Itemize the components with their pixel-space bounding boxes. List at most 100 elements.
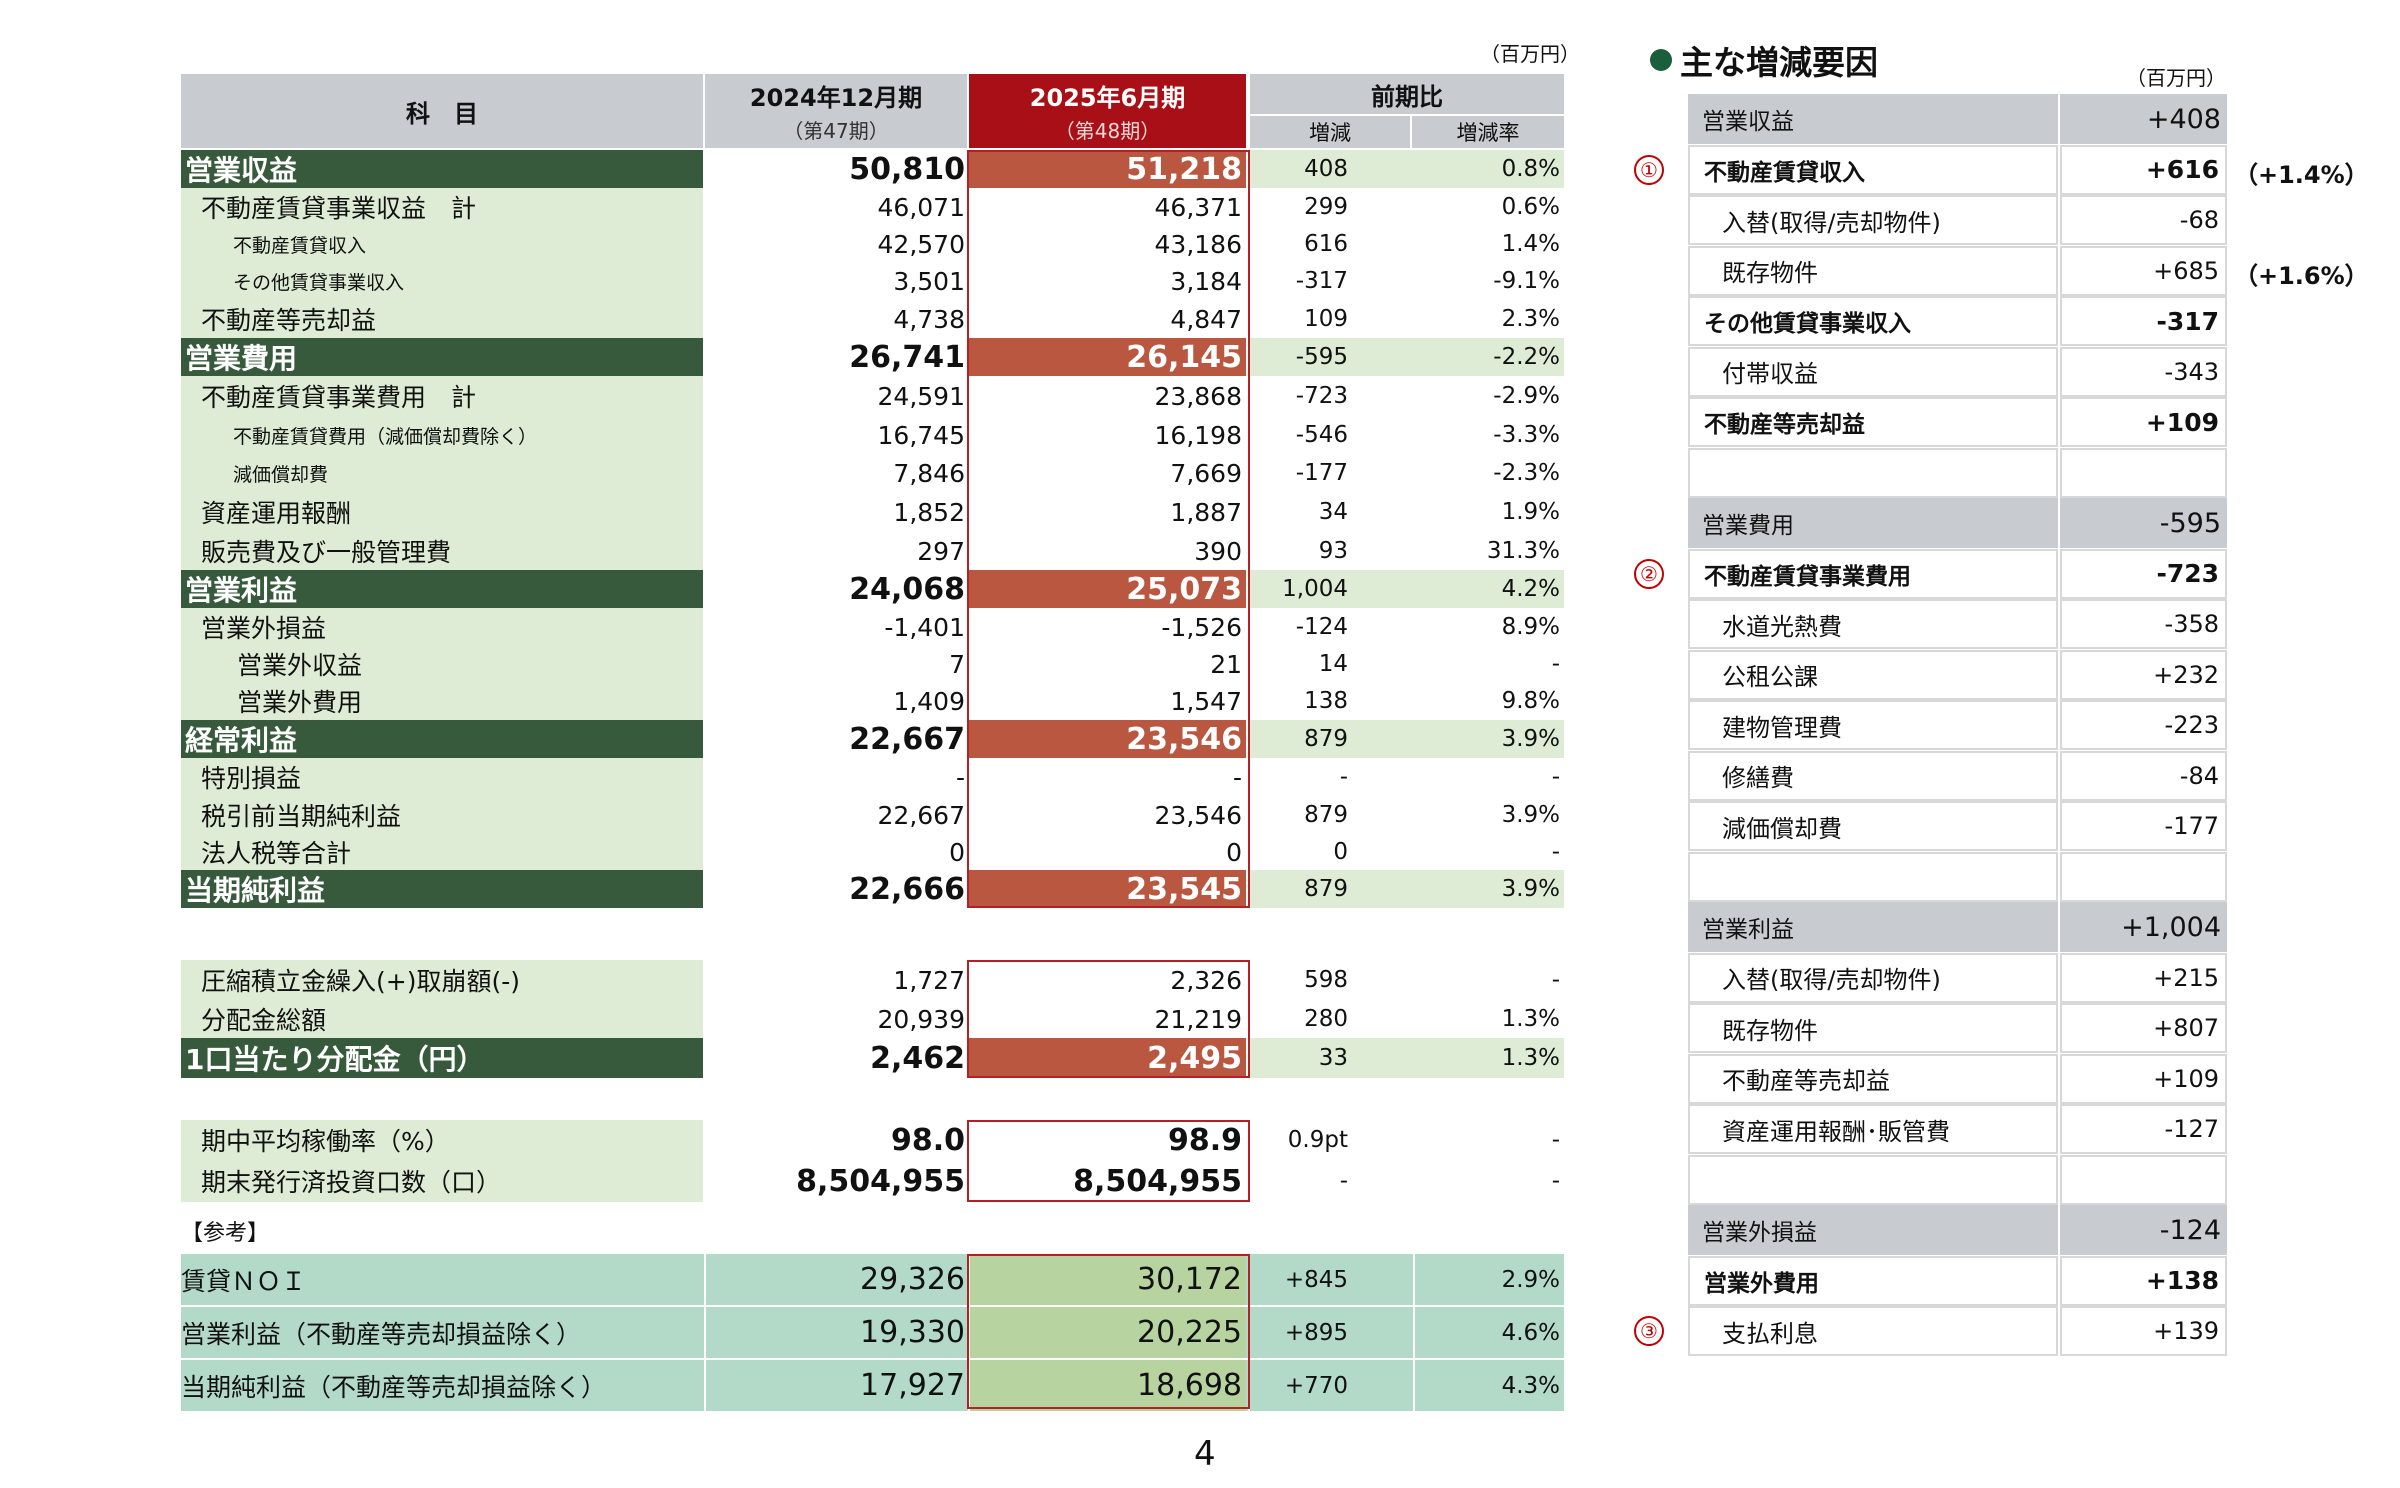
row-label: 不動産賃貸費用（減価償却費除く） [181,416,703,454]
row-label: 資産運用報酬 [181,492,703,532]
value-curr: 4,847 [1170,304,1242,334]
value-curr: 2,495 [969,1038,1246,1078]
table-row: 期末発行済投資口数（口） 8,504,955 8,504,955 - - [181,1160,1564,1202]
factor-row: 既存物件 +685 [1688,245,2227,296]
factor-value: -343 [2060,346,2227,397]
row-label: 不動産等売却益 [181,300,703,338]
table-row: 販売費及び一般管理費 297 390 93 31.3% [181,532,1564,570]
column-divider [704,1254,706,1305]
table-row: 不動産賃貸事業収益 計 46,071 46,371 299 0.6% [181,188,1564,226]
row-label: 特別損益 [181,758,703,796]
value-rate: 1.3% [1501,1006,1560,1032]
factor-value: +685 [2060,245,2227,296]
value-curr: 30,172 [969,1254,1246,1305]
value-diff: -723 [1295,383,1348,409]
factor-value: +109 [2060,1053,2227,1104]
factor-row [1688,851,2227,902]
value-diff: -317 [1295,268,1348,294]
factor-value: +215 [2060,952,2227,1003]
value-rate: - [1551,967,1560,993]
value-diff: 598 [1304,967,1348,993]
value-curr: 20,225 [969,1307,1246,1358]
value-diff: 280 [1304,1006,1348,1032]
value-diff: 0 [1333,839,1348,865]
value-prev: 20,939 [877,1004,965,1034]
row-label: 営業外損益 [181,608,703,646]
factor-row: 不動産等売却益 +109 [1688,397,2227,447]
marker-circle: ③ [1634,1316,1664,1346]
value-diff: 33 [1318,1045,1348,1071]
value-prev: 2,462 [870,1040,965,1076]
factor-label [1688,1154,2058,1205]
factor-row: 支払利息 +139 [1688,1306,2227,1356]
factor-row: 不動産等売却益 +109 [1688,1053,2227,1104]
factor-row: 営業外費用 +138 [1688,1255,2227,1306]
factor-label: 既存物件 [1688,1003,2058,1053]
value-diff: +895 [1284,1319,1348,1346]
value-prev: 50,810 [849,151,965,187]
factor-label: 建物管理費 [1688,700,2058,750]
factor-label: 資産運用報酬･販管費 [1688,1104,2058,1154]
header-col-b-sub: （第48期） [1054,119,1161,143]
table-row: 分配金総額 20,939 21,219 280 1.3% [181,1000,1564,1038]
value-curr: 21,219 [1154,1004,1242,1034]
value-prev: - [955,762,965,792]
factor-percent: （+1.4%） [2234,160,2369,189]
table-row: 資産運用報酬 1,852 1,887 34 1.9% [181,492,1564,532]
value-diff: 0.9pt [1287,1127,1348,1153]
factor-row [1688,447,2227,498]
row-label: 圧縮積立金繰入(+)取崩額(-) [181,960,703,1000]
value-rate: 4.6% [1501,1319,1560,1346]
column-divider [704,1307,706,1358]
value-prev: 297 [917,536,965,566]
value-prev: 16,745 [877,420,965,450]
value-diff: +845 [1284,1266,1348,1293]
row-label: 法人税等合計 [181,834,703,870]
value-prev: 22,667 [877,800,965,830]
factor-value: -68 [2060,195,2227,245]
value-diff: 879 [1304,726,1348,752]
row-label: 1口当たり分配金（円） [181,1038,703,1078]
column-divider [1248,1360,1250,1411]
value-curr: 46,371 [1154,192,1242,222]
reference-row: 当期純利益（不動産等売却損益除く） 17,927 18,698 +770 4.3% [181,1360,1564,1411]
column-divider [1248,1307,1250,1358]
factor-label: 営業利益 [1688,902,2058,952]
value-diff: 879 [1304,802,1348,828]
table-row: 不動産賃貸収入 42,570 43,186 616 1.4% [181,226,1564,262]
factor-value: -358 [2060,599,2227,649]
factor-value [2060,851,2227,902]
value-prev: 29,326 [860,1262,965,1297]
value-diff: - [1339,764,1348,790]
factor-value: -723 [2060,548,2227,599]
value-diff: 93 [1318,538,1348,564]
value-curr: 25,073 [969,570,1246,608]
factor-label: 不動産賃貸事業費用 [1688,548,2058,599]
value-rate: 4.3% [1501,1372,1560,1399]
factor-row: 付帯収益 -343 [1688,346,2227,397]
factor-row: 入替(取得/売却物件) -68 [1688,195,2227,245]
value-rate: 0.6% [1501,194,1560,220]
value-curr: 7,669 [1170,458,1242,488]
table-row-total: 経常利益 22,667 23,546 879 3.9% [181,720,1564,758]
table-row: 営業外損益 -1,401 -1,526 -124 8.9% [181,608,1564,646]
factor-label: 営業外損益 [1688,1205,2058,1255]
value-curr: 390 [1194,536,1242,566]
row-label: その他賃貸事業収入 [181,262,703,300]
value-diff: -124 [1295,614,1348,640]
factor-row: 不動産賃貸事業費用 -723 [1688,548,2227,599]
value-prev: 1,409 [893,686,965,716]
bullet-icon [1650,49,1672,71]
factor-row: 不動産賃貸収入 +616 [1688,144,2227,195]
reference-row: 営業利益（不動産等売却損益除く） 19,330 20,225 +895 4.6% [181,1307,1564,1358]
factor-section-row: 営業費用 -595 [1688,498,2227,548]
factor-label: 入替(取得/売却物件) [1688,952,2058,1003]
header-col-a: 2024年12月期 （第47期） [705,74,967,148]
row-label: 減価償却費 [181,454,703,492]
row-label: 販売費及び一般管理費 [181,532,703,570]
factor-value: +1,004 [2060,902,2227,952]
marker-circle: ② [1634,558,1664,589]
value-rate: - [1551,651,1560,677]
value-rate: 3.9% [1501,802,1560,828]
table-row: 営業外費用 1,409 1,547 138 9.8% [181,682,1564,720]
